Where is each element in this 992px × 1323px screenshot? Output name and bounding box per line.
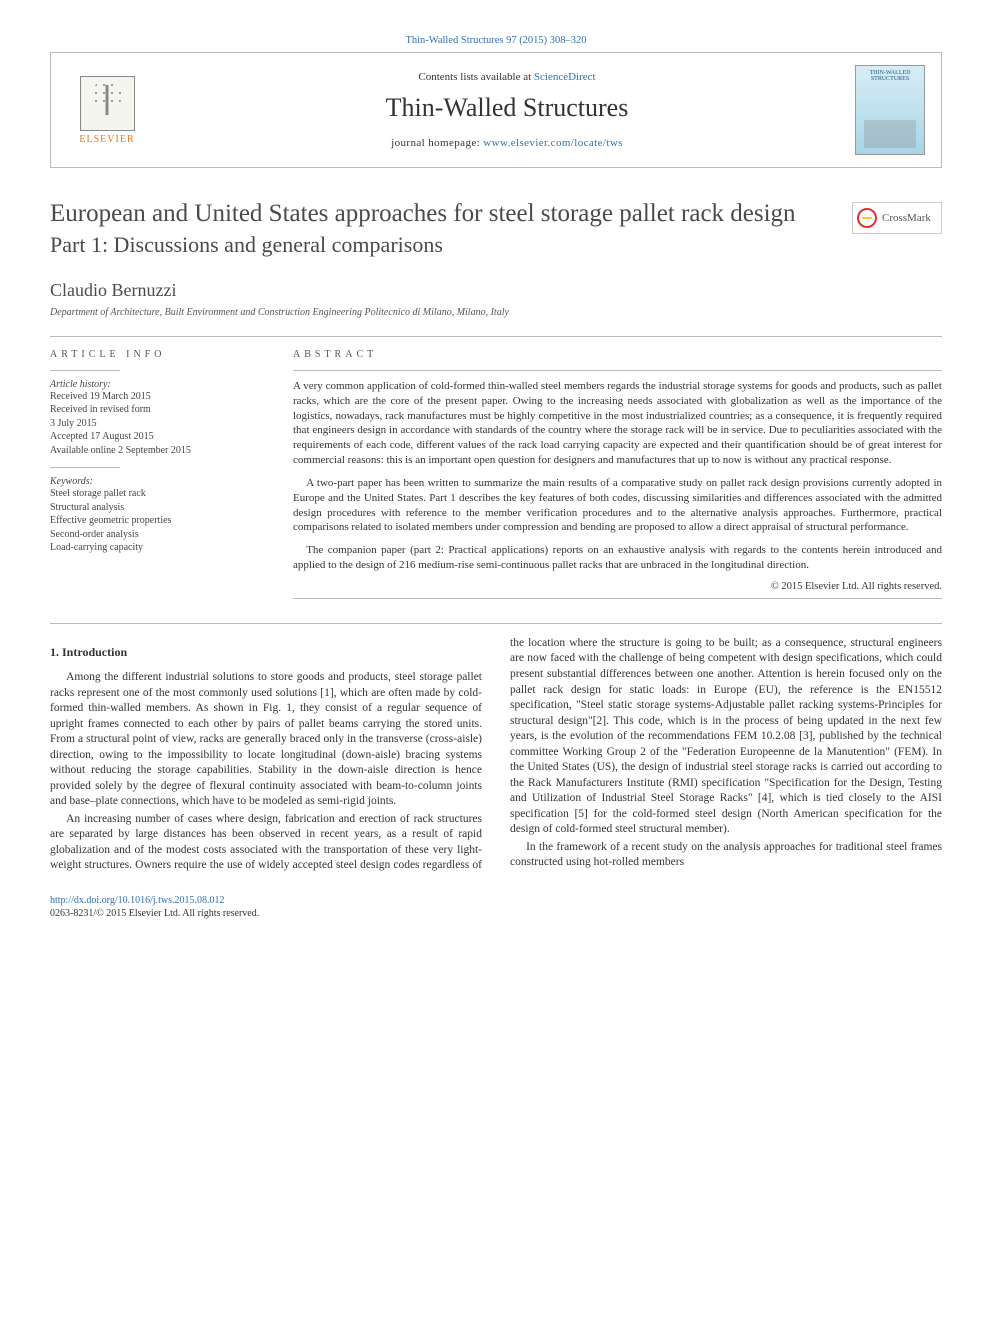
homepage-line: journal homepage: www.elsevier.com/locat… (159, 137, 855, 149)
doi-link[interactable]: http://dx.doi.org/10.1016/j.tws.2015.08.… (50, 895, 225, 906)
keyword: Structural analysis (50, 501, 265, 515)
author-affiliation: Department of Architecture, Built Enviro… (50, 307, 942, 318)
history-line: 3 July 2015 (50, 417, 265, 431)
keyword: Effective geometric properties (50, 514, 265, 528)
history-line: Available online 2 September 2015 (50, 444, 265, 458)
divider (50, 623, 942, 624)
author-name: Claudio Bernuzzi (50, 280, 942, 301)
elsevier-tree-icon (80, 76, 135, 131)
body-para: Among the different industrial solutions… (50, 670, 482, 810)
issn-line: 0263-8231/© 2015 Elsevier Ltd. All right… (50, 908, 259, 919)
crossmark-icon (857, 208, 877, 228)
abstract-label: ABSTRACT (293, 349, 942, 360)
header-center: Contents lists available at ScienceDirec… (159, 71, 855, 149)
keywords-label: Keywords: (50, 476, 265, 487)
article-info-label: ARTICLE INFO (50, 349, 265, 360)
crossmark-badge[interactable]: CrossMark (852, 202, 942, 234)
homepage-link[interactable]: www.elsevier.com/locate/tws (483, 137, 623, 149)
abstract-para: A very common application of cold-formed… (293, 379, 942, 468)
history-line: Received in revised form (50, 403, 265, 417)
divider (50, 336, 942, 337)
abstract-para: The companion paper (part 2: Practical a… (293, 543, 942, 573)
keyword: Load-carrying capacity (50, 541, 265, 555)
sciencedirect-link[interactable]: ScienceDirect (534, 71, 596, 83)
top-citation-link[interactable]: Thin-Walled Structures 97 (2015) 308–320 (405, 35, 586, 46)
keyword: Steel storage pallet rack (50, 487, 265, 501)
body-text: 1. Introduction Among the different indu… (50, 636, 942, 874)
journal-header: ELSEVIER Contents lists available at Sci… (50, 52, 942, 168)
article-info-column: ARTICLE INFO Article history: Received 1… (50, 349, 265, 599)
cover-text: THIN-WALLED STRUCTURES (870, 70, 911, 82)
page-footer: http://dx.doi.org/10.1016/j.tws.2015.08.… (50, 894, 942, 920)
journal-title: Thin-Walled Structures (159, 93, 855, 123)
section-heading: 1. Introduction (50, 644, 482, 660)
abstract-column: ABSTRACT A very common application of co… (293, 349, 942, 599)
keyword: Second-order analysis (50, 528, 265, 542)
abstract-copyright: © 2015 Elsevier Ltd. All rights reserved… (293, 581, 942, 592)
history-label: Article history: (50, 379, 265, 390)
history-line: Accepted 17 August 2015 (50, 430, 265, 444)
contents-line: Contents lists available at ScienceDirec… (159, 71, 855, 83)
homepage-prefix: journal homepage: (391, 137, 483, 149)
abstract-para: A two-part paper has been written to sum… (293, 476, 942, 535)
article-subtitle: Part 1: Discussions and general comparis… (50, 231, 836, 260)
crossmark-label: CrossMark (882, 212, 931, 224)
history-line: Received 19 March 2015 (50, 390, 265, 404)
contents-prefix: Contents lists available at (418, 71, 533, 83)
top-citation: Thin-Walled Structures 97 (2015) 308–320 (50, 35, 942, 46)
journal-cover-thumb: THIN-WALLED STRUCTURES (855, 65, 925, 155)
publisher-name: ELSEVIER (79, 134, 134, 145)
article-title: European and United States approaches fo… (50, 198, 836, 229)
publisher-logo: ELSEVIER (67, 70, 147, 150)
body-para: In the framework of a recent study on th… (510, 840, 942, 871)
